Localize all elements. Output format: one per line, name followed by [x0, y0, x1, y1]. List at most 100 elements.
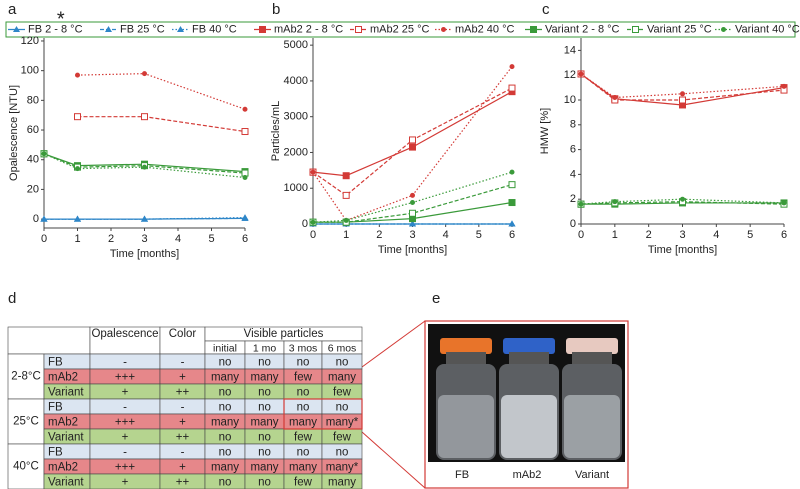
- cell-text: FB: [48, 402, 63, 414]
- point: [509, 169, 515, 175]
- y-tick-label: 100: [21, 65, 39, 77]
- x-tick-label: 1: [343, 229, 349, 241]
- point: [75, 72, 80, 78]
- subheader-label: 3 mos: [289, 342, 318, 354]
- point: [242, 106, 248, 112]
- cell-text: no: [258, 357, 271, 369]
- y-tick-label: 40: [27, 154, 39, 166]
- x-tick-label: 5: [747, 229, 753, 241]
- cell-text: Variant: [48, 387, 84, 399]
- y-tick-label: 0: [302, 218, 308, 230]
- subheader-label: initial: [213, 342, 237, 354]
- x-axis-label: Time [months]: [378, 244, 447, 256]
- cell-text: no: [297, 357, 310, 369]
- table-cell: [321, 473, 363, 489]
- legend-marker: [355, 26, 362, 33]
- cell-text: mAb2: [48, 462, 78, 474]
- cell-text: -: [123, 357, 127, 369]
- cell-text: ++: [176, 477, 190, 489]
- series-line: [312, 171, 513, 223]
- point: [410, 192, 415, 198]
- cell-text: no: [219, 402, 232, 414]
- series-line: [44, 217, 246, 220]
- cell-text: many: [250, 462, 278, 474]
- panel-letter: a: [8, 1, 17, 18]
- series-line: [313, 201, 513, 223]
- panel-letter: c: [542, 1, 550, 18]
- y-axis-label: HMW [%]: [539, 108, 551, 154]
- cell-text: +: [122, 387, 129, 399]
- legend-label: Variant 40 °C: [735, 23, 800, 35]
- y-tick-label: 80: [27, 94, 39, 106]
- cell-text: many*: [326, 417, 359, 429]
- point: [141, 215, 148, 222]
- y-tick-label: 3000: [284, 111, 308, 123]
- cell-text: few: [294, 432, 313, 444]
- point: [781, 200, 787, 206]
- y-tick-label: 20: [27, 183, 39, 195]
- vial: [562, 338, 622, 460]
- cell-text: no: [219, 357, 232, 369]
- x-tick-label: 3: [141, 233, 147, 245]
- cell-text: few: [333, 432, 352, 444]
- photo: [424, 320, 629, 489]
- cell-text: mAb2: [48, 417, 78, 429]
- cell-text: no: [258, 387, 271, 399]
- point: [409, 209, 416, 217]
- point: [409, 143, 416, 151]
- cell-text: Variant: [48, 477, 84, 489]
- cell-text: no: [258, 402, 271, 414]
- y-tick-label: 6: [570, 144, 576, 156]
- y-axis-label: Particles/mL: [270, 101, 282, 162]
- series-line: [312, 91, 513, 177]
- photo-label: FB: [455, 469, 469, 481]
- cell-text: many: [289, 462, 317, 474]
- series-line: [580, 201, 785, 205]
- point: [40, 215, 48, 222]
- cell-text: many*: [326, 462, 359, 474]
- legend-label: Variant 2 - 8 °C: [545, 23, 620, 35]
- point: [142, 164, 147, 170]
- series-line: [43, 153, 246, 179]
- table: Opalescence Color Visible particles initial…: [7, 326, 363, 489]
- y-axis-label: Opalescence [NTU]: [8, 85, 20, 181]
- cell-text: many: [211, 372, 239, 384]
- cell-text: +++: [115, 372, 135, 384]
- x-tick-label: 4: [443, 229, 449, 241]
- vial: [499, 338, 559, 460]
- y-tick-label: 1000: [284, 182, 308, 194]
- y-tick-label: 8: [570, 119, 576, 131]
- cell-text: many: [289, 417, 317, 429]
- cell-text: FB: [48, 357, 63, 369]
- series-line: [77, 116, 246, 133]
- subheader-label: 6 mos: [328, 342, 357, 354]
- cell-text: +++: [115, 417, 135, 429]
- legend-label: mAb2 40 °C: [455, 23, 514, 35]
- y-tick-label: 4000: [284, 75, 308, 87]
- header-cell: [7, 326, 91, 355]
- point: [679, 96, 686, 104]
- series-line: [77, 73, 246, 110]
- cell-text: mAb2: [48, 372, 78, 384]
- y-tick-label: 2000: [284, 146, 308, 158]
- point: [241, 214, 249, 221]
- cell-text: no: [258, 477, 271, 489]
- point: [409, 220, 416, 227]
- legend-marker: [13, 26, 20, 32]
- y-tick-label: 0: [570, 218, 576, 230]
- cell-text: no: [219, 447, 232, 459]
- cell-text: many: [211, 462, 239, 474]
- cell-text: no: [297, 447, 310, 459]
- cell-text: -: [181, 447, 185, 459]
- point: [409, 136, 416, 144]
- series-line: [312, 66, 513, 222]
- group-label: 40°C: [13, 461, 39, 473]
- y-tick-label: 12: [564, 69, 576, 81]
- point: [142, 71, 147, 77]
- point: [342, 191, 350, 199]
- point: [74, 113, 81, 121]
- point: [141, 113, 148, 121]
- x-tick-label: 1: [612, 229, 618, 241]
- point: [508, 199, 516, 207]
